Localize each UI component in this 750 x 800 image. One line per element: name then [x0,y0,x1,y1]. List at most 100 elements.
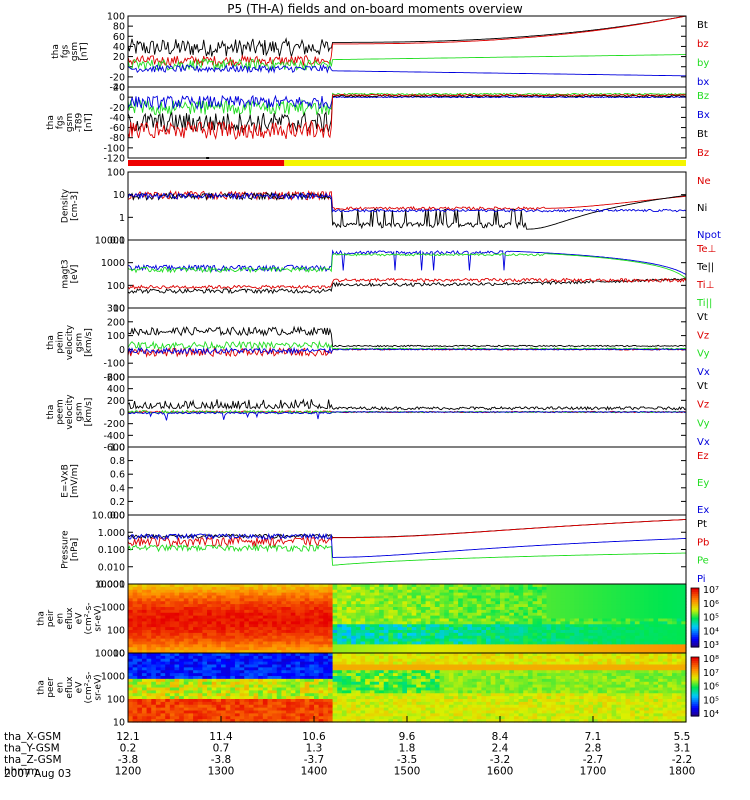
spectrogram-cell [667,601,673,605]
spectrogram-cell [128,693,134,697]
spectrogram-cell [369,627,376,631]
spectrogram-cell [165,667,171,671]
spectrogram-cell [221,684,227,689]
spectrogram-cell [258,690,264,694]
spectrogram-cell [476,586,482,591]
spectrogram-cell [527,621,534,625]
spectrogram-cell [188,618,194,622]
spectrogram-cell [179,696,185,700]
spectrogram-cell [555,598,562,602]
spectrogram-cell [393,719,399,723]
spectrogram-cell [616,638,622,643]
spectrogram-cell [304,627,310,631]
spectrogram-cell [606,632,613,637]
spectrogram-cell [207,592,213,597]
spectrogram-cell [327,618,334,622]
spectrogram-cell [602,627,608,631]
spectrogram-cell [672,607,678,611]
spectrogram-cell [644,586,650,591]
spectrogram-cell [425,693,431,697]
spectrogram-cell [630,644,636,648]
spectrogram-cell [267,604,273,608]
spectrogram-cell [630,584,636,588]
spectrogram-cell [304,630,310,634]
colorbar-cell [691,603,699,607]
spectrogram-cell [397,678,403,683]
spectrogram-cell [402,618,408,622]
spectrogram-cell [355,609,362,614]
spectrogram-cell [179,618,185,622]
spectrogram-cell [569,635,575,640]
spectrogram-cell [276,664,283,668]
spectrogram-cell [676,589,682,594]
spectrogram-cell [262,589,269,594]
spectrogram-cell [207,710,213,714]
spectrogram-cell [146,658,152,663]
spectrogram-cell [430,650,436,654]
spectrogram-cell [593,630,599,634]
spectrogram-cell [560,592,566,597]
spectrogram-cell [374,693,380,697]
spectrogram-cell [318,655,324,660]
spectrogram-cell [332,641,338,645]
spectrogram-cell [486,641,492,645]
spectrogram-cell [676,612,682,617]
spectrogram-cell [616,604,622,608]
spectrogram-cell [318,584,324,588]
spectrogram-cell [295,621,301,625]
spectrogram-cell [420,615,427,620]
spectrogram-cell [128,710,134,714]
spectrogram-cell [332,676,338,680]
spectrogram-cell [555,627,562,631]
spectrogram-cell [583,612,589,617]
spectrogram-cell [197,630,203,634]
spectrogram-cell [634,595,641,599]
spectrogram-cell [420,681,427,686]
spectrogram-cell [537,615,543,620]
ytick-label: 400 [107,384,125,395]
spectrogram-cell [439,653,445,657]
spectrogram-cell [248,693,255,697]
spectrogram-cell [272,664,278,668]
spectrogram-cell [216,658,222,663]
spectrogram-cell [458,701,464,706]
spectrogram-cell [379,658,385,663]
spectrogram-cell [276,658,283,663]
spectrogram-cell [486,607,492,611]
spectrogram-cell [262,584,269,588]
spectrogram-cell [165,650,171,654]
spectrogram-cell [155,661,162,666]
spectrogram-cell [295,678,301,683]
spectrogram-cell [327,687,334,691]
spectrogram-cell [374,710,380,714]
spectrogram-cell [369,604,376,608]
spectrogram-cell [644,604,650,608]
spectrogram-cell [183,713,190,717]
spectrogram-cell [439,670,445,674]
spectrogram-cell [276,707,283,712]
spectrogram-cell [523,598,529,602]
spectrogram-cell [346,604,352,608]
spectrogram-cell [574,618,580,622]
spectrogram-cell [207,681,213,686]
spectrogram-cell [272,699,278,703]
spectrogram-cell [369,661,376,666]
spectrogram-cell [462,653,469,657]
spectrogram-cell [230,693,236,697]
spectrogram-cell [653,604,659,608]
spectrogram-cell [221,673,227,677]
spectrogram-cell [448,647,455,651]
spectrogram-cell [272,670,278,674]
spectrogram-cell [407,624,413,628]
spectrogram-cell [402,604,408,608]
spectrogram-cell [225,615,231,620]
spectrogram-cell [165,693,171,697]
spectrogram-cell [439,589,445,594]
spectrogram-cell [276,615,283,620]
spectrogram-cell [267,644,273,648]
spectrogram-cell [234,687,241,691]
spectrogram-cell [513,598,520,602]
spectrogram-cell [179,635,185,640]
spectrogram-cell [234,592,241,597]
spectrogram-cell [579,650,585,654]
